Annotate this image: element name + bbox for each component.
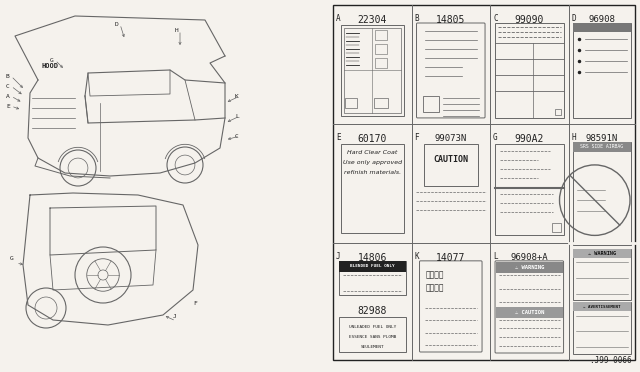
Text: SEULEMENT: SEULEMENT	[360, 344, 384, 349]
Bar	[339, 261, 406, 272]
Text: 82988: 82988	[358, 305, 387, 315]
Text: ⚠ AVERTISSEMENT: ⚠ AVERTISSEMENT	[583, 305, 621, 309]
Bar	[573, 142, 631, 245]
Bar	[573, 142, 631, 152]
Text: J: J	[336, 252, 340, 261]
Bar	[573, 249, 631, 300]
Bar	[333, 5, 635, 360]
Bar	[422, 96, 438, 112]
Bar	[375, 44, 387, 54]
Text: K: K	[415, 252, 419, 261]
Bar	[495, 23, 564, 118]
Bar	[573, 23, 631, 118]
Text: .J99 0066: .J99 0066	[590, 356, 632, 365]
Text: 60170: 60170	[358, 134, 387, 144]
Text: HOOD: HOOD	[42, 63, 59, 69]
Text: J: J	[173, 314, 177, 319]
Bar	[573, 23, 631, 32]
Bar	[552, 223, 561, 232]
Text: 99090: 99090	[515, 15, 544, 25]
Text: A: A	[336, 14, 340, 23]
Text: B: B	[415, 14, 419, 23]
Bar	[496, 262, 563, 273]
Text: G: G	[50, 58, 54, 62]
Text: G: G	[10, 256, 13, 261]
Text: 14806: 14806	[358, 253, 387, 263]
Text: 96908: 96908	[588, 15, 615, 24]
Text: K: K	[235, 93, 239, 99]
Text: UNLEADED FUEL ONLY: UNLEADED FUEL ONLY	[349, 324, 396, 328]
Text: refinish materials.: refinish materials.	[344, 170, 401, 175]
Text: 98591N: 98591N	[586, 134, 618, 143]
Bar	[375, 30, 387, 40]
Text: F: F	[193, 301, 196, 306]
Text: B: B	[6, 74, 10, 78]
Text: G: G	[493, 133, 498, 142]
Bar	[496, 307, 563, 318]
Text: SRS SIDE AIRBAG: SRS SIDE AIRBAG	[580, 144, 623, 150]
Text: C: C	[6, 83, 10, 89]
Bar	[341, 25, 404, 116]
Text: Use only approved: Use only approved	[342, 160, 402, 165]
Bar	[573, 302, 631, 354]
Bar	[344, 28, 401, 113]
Text: F: F	[415, 133, 419, 142]
Text: H: H	[175, 28, 179, 32]
Text: 990A2: 990A2	[515, 134, 544, 144]
Text: おたしに: おたしに	[426, 271, 444, 280]
Text: けるな。: けるな。	[426, 284, 444, 293]
Text: 14077: 14077	[436, 253, 465, 263]
Text: H: H	[572, 133, 576, 142]
Text: C: C	[493, 14, 498, 23]
Text: 22304: 22304	[358, 15, 387, 25]
Text: 96908+A: 96908+A	[511, 253, 548, 262]
Bar	[341, 144, 404, 233]
Text: Hard Clear Coat: Hard Clear Coat	[347, 150, 397, 155]
Text: L: L	[235, 113, 239, 119]
Text: E: E	[336, 133, 340, 142]
Text: C: C	[235, 134, 239, 138]
Text: CAUTION: CAUTION	[433, 155, 468, 164]
Bar	[339, 317, 406, 352]
Text: L: L	[493, 252, 498, 261]
Bar	[495, 144, 564, 235]
Bar	[573, 249, 631, 258]
Text: ESSENCE SANS PLOMB: ESSENCE SANS PLOMB	[349, 334, 396, 339]
Bar	[339, 261, 406, 295]
Text: D: D	[115, 22, 119, 26]
Text: E: E	[6, 103, 10, 109]
Bar	[424, 144, 478, 186]
Bar	[374, 98, 388, 108]
Text: 14805: 14805	[436, 15, 465, 25]
Text: A: A	[6, 93, 10, 99]
Bar	[345, 98, 357, 108]
Text: D: D	[572, 14, 576, 23]
Text: 99073N: 99073N	[435, 134, 467, 143]
Text: ⚠ WARNING: ⚠ WARNING	[588, 251, 616, 256]
Bar	[554, 109, 561, 115]
Text: ⚠ CAUTION: ⚠ CAUTION	[515, 310, 544, 315]
Bar	[573, 302, 631, 311]
Bar	[375, 58, 387, 68]
Text: ⚠ WARNING: ⚠ WARNING	[515, 265, 544, 270]
Text: BLENDED FUEL ONLY: BLENDED FUEL ONLY	[350, 264, 395, 268]
